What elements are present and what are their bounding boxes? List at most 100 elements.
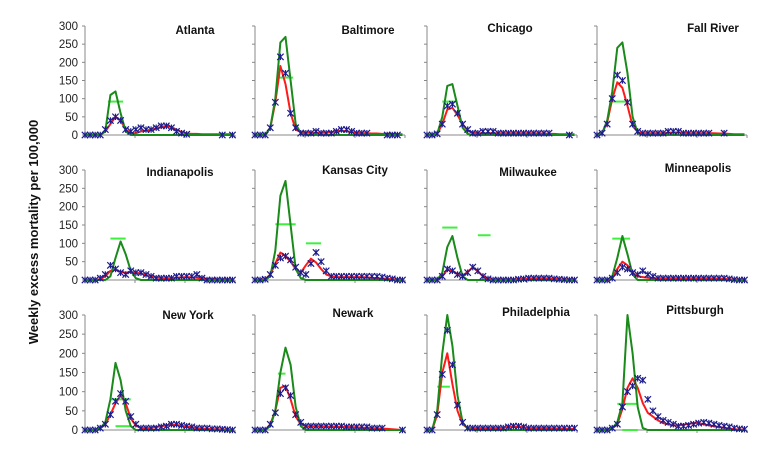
observed-point	[740, 425, 749, 433]
y-tick-label: 50	[65, 112, 78, 124]
observed-point	[106, 116, 115, 125]
observed-point	[565, 131, 573, 139]
panel-title: Milwaukee	[499, 167, 557, 179]
observed-point	[705, 129, 713, 137]
observed-point	[639, 376, 647, 384]
green-model-line	[255, 180, 403, 281]
y-tick-label: 200	[59, 202, 78, 214]
y-tick-label: 200	[59, 57, 78, 69]
observed-point	[618, 76, 627, 85]
observed-point	[598, 129, 606, 137]
observed-point	[147, 125, 155, 134]
observed-point	[453, 109, 462, 117]
observed-point	[347, 127, 356, 135]
y-tick-label: 200	[59, 348, 78, 360]
observed-point	[448, 100, 457, 108]
observed-point	[167, 274, 176, 282]
observed-point	[122, 397, 130, 405]
y-tick-label: 0	[72, 275, 78, 287]
observed-point	[111, 113, 120, 121]
observed-point	[593, 131, 601, 139]
y-tick-label: 150	[59, 76, 78, 88]
observed-point	[228, 426, 237, 434]
observed-point	[608, 424, 616, 432]
observed-point	[271, 98, 279, 106]
observed-point	[281, 252, 290, 260]
observed-point	[740, 276, 749, 284]
green-model-line	[597, 235, 745, 281]
observed-point	[438, 120, 446, 128]
observed-point	[261, 426, 269, 434]
observed-point	[292, 411, 300, 419]
green-model-line	[85, 90, 233, 136]
observed-point	[307, 129, 315, 137]
observed-point	[116, 389, 125, 398]
observed-point	[623, 265, 632, 273]
observed-point	[101, 270, 109, 279]
green-model-line	[427, 235, 575, 281]
panel-new-york: 0 50 100 150 200 250 300 New York	[59, 310, 237, 437]
panel-indianapolis: 0 50 100 150 200 250 300 Indianapolis	[59, 165, 237, 287]
observed-point	[137, 124, 145, 132]
observed-point	[266, 420, 274, 428]
red-model-line	[255, 251, 403, 281]
observed-point	[628, 120, 637, 128]
observed-point	[433, 130, 441, 138]
observed-point	[433, 411, 441, 419]
observed-point	[634, 270, 642, 279]
observed-point	[266, 124, 274, 132]
observed-point	[91, 276, 99, 284]
panel-title: Newark	[333, 308, 375, 320]
observed-point	[342, 125, 351, 134]
observed-point	[286, 391, 295, 400]
panel-title: Fall River	[687, 23, 739, 35]
panels: 0 50 100 150 200 250 300 Atlanta Baltimore Chicag…	[59, 21, 749, 437]
y-tick-label: 300	[59, 310, 78, 322]
panel-title: Philadelphia	[502, 307, 570, 319]
observed-point	[448, 361, 457, 369]
observed-point	[720, 129, 728, 137]
observed-point	[302, 270, 310, 279]
observed-point	[443, 102, 451, 110]
observed-point	[276, 254, 285, 262]
observed-point	[664, 418, 672, 426]
y-tick-label: 50	[65, 406, 78, 418]
y-tick-label: 50	[65, 257, 78, 269]
observed-point	[613, 420, 621, 428]
red-model-line	[427, 352, 575, 431]
observed-point	[464, 125, 472, 134]
observed-point	[398, 426, 407, 434]
observed-point	[443, 326, 451, 334]
y-tick-label: 250	[59, 183, 78, 195]
panel-title: Minneapolis	[665, 163, 731, 175]
y-tick-label: 250	[59, 329, 78, 341]
observed-point	[276, 389, 285, 398]
observed-point	[228, 276, 237, 284]
observed-point	[218, 131, 226, 139]
observed-point	[469, 263, 477, 271]
observed-point	[438, 370, 446, 379]
observed-point	[649, 407, 657, 415]
y-tick-label: 150	[59, 368, 78, 380]
observed-point	[628, 269, 637, 277]
observed-point	[474, 129, 482, 137]
observed-point	[101, 420, 109, 428]
observed-point	[570, 276, 579, 284]
panel-title: Baltimore	[341, 25, 394, 37]
observed-point	[489, 127, 497, 135]
observed-point	[634, 127, 642, 135]
red-model-line	[596, 81, 745, 136]
observed-point	[228, 131, 237, 139]
observed-point	[286, 109, 295, 117]
observed-point	[659, 129, 667, 137]
observed-point	[363, 129, 371, 137]
panel-title: New York	[162, 310, 214, 322]
green-model-line	[255, 35, 403, 136]
observed-point	[327, 129, 335, 137]
observed-point	[127, 412, 135, 421]
observed-point	[183, 130, 191, 138]
panel-chicago: Chicago	[423, 23, 578, 139]
observed-point	[132, 420, 140, 428]
observed-point	[266, 270, 274, 279]
observed-point	[628, 382, 637, 390]
